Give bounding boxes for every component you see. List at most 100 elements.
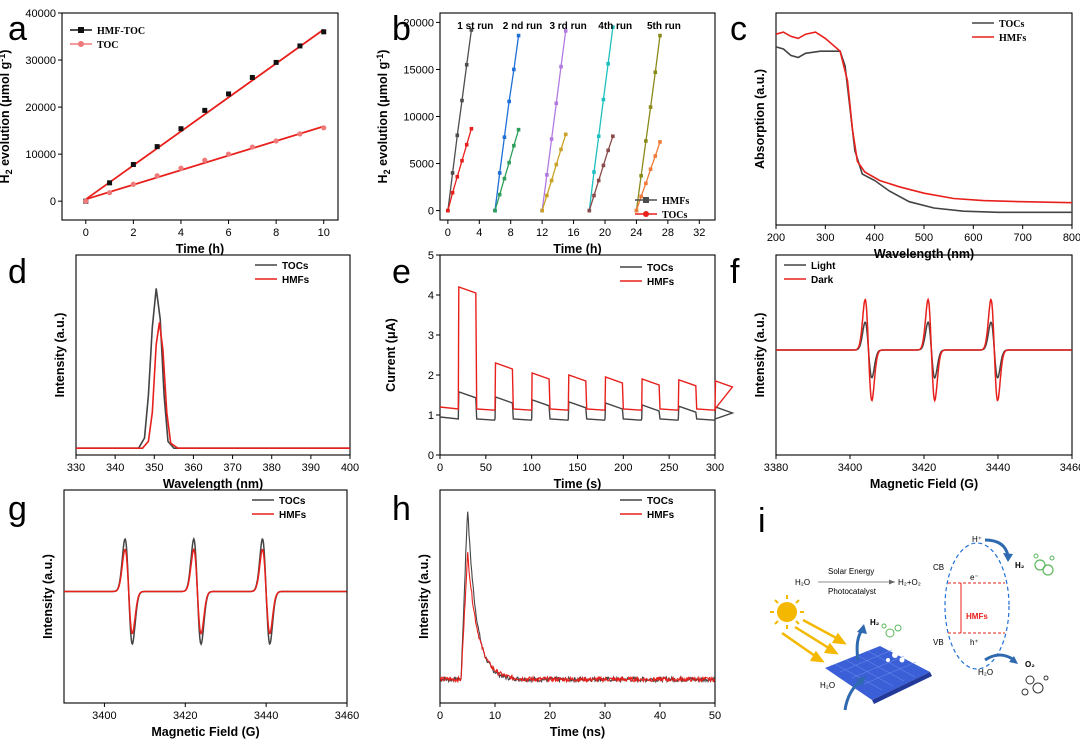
y-tick-label-e: 5 xyxy=(428,250,434,262)
x-axis-label-b: Time (h) xyxy=(553,242,601,256)
panel-f-chart: f 3380 3400 3420 3440 3460 Magnetic Field (G) I… xyxy=(730,253,1080,491)
x-tick-label-b: 28 xyxy=(662,227,674,239)
series-TOCs xyxy=(76,288,350,449)
series-HMFs xyxy=(76,322,350,449)
point-TOC xyxy=(106,190,113,196)
run-label: 2 nd run xyxy=(503,21,542,32)
x-tick-label-b: 4 xyxy=(476,227,482,239)
x-axis-label-g: Magnetic Field (G) xyxy=(151,725,259,739)
series-TOCs run 3 xyxy=(541,134,567,211)
plot-frame-h xyxy=(439,489,716,704)
x-axis-label-h: Time (ns) xyxy=(550,725,605,739)
legend-label-h: HMFs xyxy=(647,510,675,521)
x-tick-label-f: 3440 xyxy=(986,462,1010,474)
x-tick-label-c: 500 xyxy=(915,232,933,244)
y-tick-label-a: 10000 xyxy=(25,149,56,161)
y-tick-label-e: 0 xyxy=(428,450,434,462)
panel-e-chart: e 0 50 100 150 200 250 300 Time (s) 0 1 2 3 4 5 Current… xyxy=(384,250,735,491)
point-TOC xyxy=(321,125,327,131)
h2-product-label: H₂ xyxy=(1015,561,1025,570)
series-TOCs run 2 xyxy=(494,129,520,211)
panel-letter-i: i xyxy=(758,502,766,540)
series-HMFs run 5 xyxy=(635,35,661,211)
x-tick-label-f: 3380 xyxy=(764,462,788,474)
h2-bubbles-icon xyxy=(1033,553,1055,576)
reaction-condition-bottom: Photocatalyst xyxy=(828,587,877,596)
point-HMFs run 5 xyxy=(648,105,653,109)
legend-marker-a xyxy=(78,27,84,33)
point-HMFs run 2 xyxy=(512,67,516,72)
point-TOCs run 4 xyxy=(592,193,596,198)
point-TOCs run 4 xyxy=(606,148,610,153)
panel-letter-a: a xyxy=(8,10,27,48)
legend-label-b: TOCs xyxy=(662,210,687,221)
point-TOCs run 5 xyxy=(658,140,662,144)
point-HMFs run 3 xyxy=(545,173,549,177)
series-TOCs xyxy=(439,511,716,684)
plot-frame-a xyxy=(61,12,339,221)
x-tick-label-g: 3400 xyxy=(92,710,116,722)
legend-label-b: HMFs xyxy=(662,196,689,207)
y-axis-label-a: H2 evolution (μmol g-1) xyxy=(0,50,14,184)
fit-line-HMF-TOC xyxy=(85,28,325,201)
x-tick-label-d: 360 xyxy=(184,462,202,474)
point-TOCs run 1 xyxy=(460,158,464,163)
panel-letter-b: b xyxy=(392,10,411,48)
legend-marker-b xyxy=(643,197,649,203)
reaction-products: H₂+O₂ xyxy=(898,578,921,587)
y-tick-label-b: 10000 xyxy=(403,112,434,124)
point-TOCs run 1 xyxy=(464,142,469,147)
legend-label-c: TOCs xyxy=(999,19,1024,30)
x-tick-label-e: 200 xyxy=(614,462,632,474)
x-tick-label-b: 20 xyxy=(599,227,611,239)
y-axis-label-g: Intensity (a.u.) xyxy=(41,554,55,639)
point-HMFs run 2 xyxy=(516,33,521,38)
legend-label-f: Dark xyxy=(811,275,834,286)
legend-label-c: HMFs xyxy=(999,33,1026,44)
panel-letter-c: c xyxy=(730,10,747,48)
x-tick-label-a: 4 xyxy=(178,227,184,239)
point-HMFs run 1 xyxy=(469,28,474,32)
x-tick-label-e: 300 xyxy=(706,462,724,474)
point-TOCs run 1 xyxy=(450,190,455,195)
x-tick-label-e: 150 xyxy=(568,462,586,474)
x-axis-label-e: Time (s) xyxy=(554,477,602,491)
point-TOCs run 1 xyxy=(455,174,460,179)
x-tick-label-f: 3460 xyxy=(1060,462,1080,474)
y-tick-label-b: 0 xyxy=(428,206,434,218)
point-HMFs run 1 xyxy=(455,133,460,138)
point-TOCs run 5 xyxy=(639,194,643,199)
x-tick-label-c: 800 xyxy=(1063,232,1080,244)
point-TOC xyxy=(130,181,136,187)
point-TOC xyxy=(202,157,208,163)
panel-letter-d: d xyxy=(8,253,27,291)
x-tick-label-a: 8 xyxy=(273,227,279,239)
panel-c-chart: c 200 300 400 500 600 700 800 Wavelength (nm) Abs… xyxy=(730,10,1080,261)
legend-label-h: TOCs xyxy=(647,496,674,507)
point-HMF-TOC xyxy=(202,107,208,113)
proton-label: H⁺ xyxy=(972,535,982,544)
legend-label-d: TOCs xyxy=(282,261,309,272)
x-tick-label-c: 300 xyxy=(816,232,834,244)
point-TOC xyxy=(154,173,160,179)
point-HMF-TOC xyxy=(226,91,232,97)
x-tick-label-h: 10 xyxy=(489,710,501,722)
point-TOC xyxy=(273,138,279,144)
point-TOCs run 4 xyxy=(596,178,601,183)
series-HMFs run 1 xyxy=(447,29,473,211)
sheet-water-label: H₂O xyxy=(820,681,835,690)
x-tick-label-h: 20 xyxy=(544,710,556,722)
series-HMFs run 4 xyxy=(588,27,614,211)
y-axis-label-b: H2 evolution (μmol g-1) xyxy=(375,50,392,184)
point-TOCs run 3 xyxy=(540,208,544,213)
electron-label: e⁻ xyxy=(970,573,979,582)
x-tick-label-e: 250 xyxy=(660,462,678,474)
point-TOC xyxy=(249,144,255,150)
point-HMFs run 4 xyxy=(592,170,596,174)
y-tick-label-a: 40000 xyxy=(25,8,56,20)
legend-label-f: Light xyxy=(811,261,836,272)
point-HMFs run 5 xyxy=(658,33,662,38)
point-TOC xyxy=(178,165,184,171)
point-HMFs run 3 xyxy=(554,101,559,106)
point-TOCs run 5 xyxy=(653,154,658,158)
